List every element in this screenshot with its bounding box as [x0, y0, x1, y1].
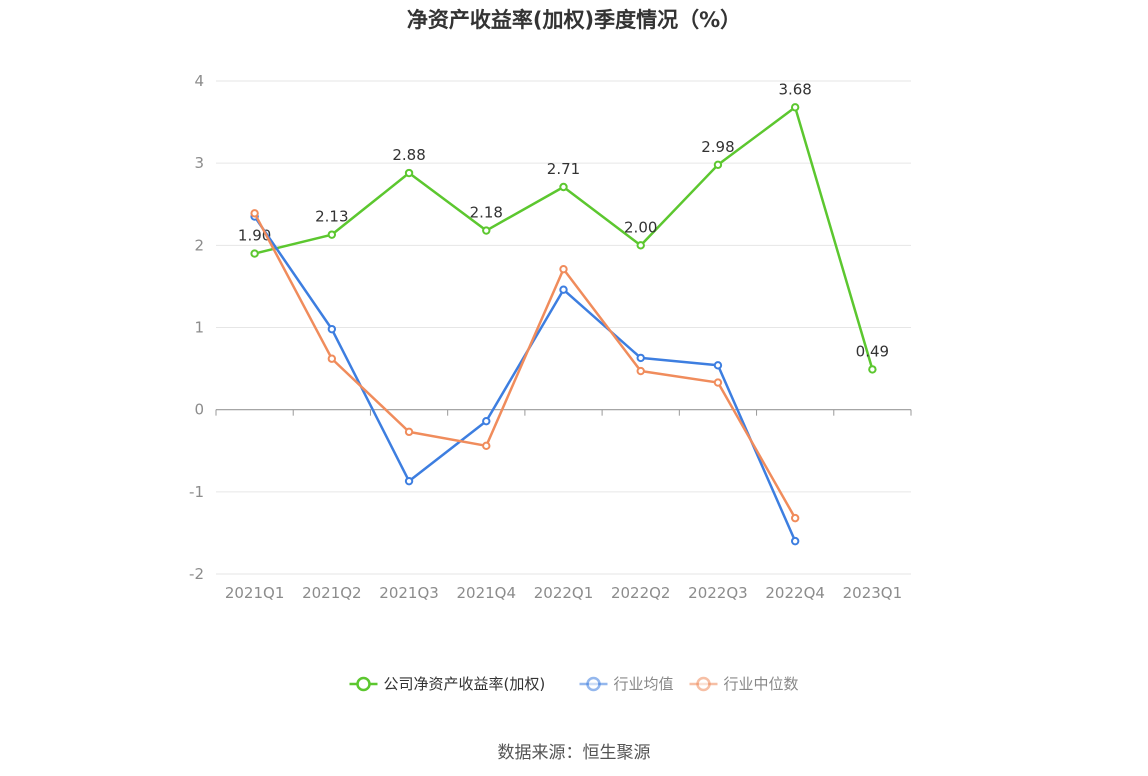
x-tick-label: 2022Q3	[688, 584, 748, 602]
legend-item-label[interactable]: 行业中位数	[724, 675, 799, 693]
data-point[interactable]	[636, 241, 645, 250]
data-label: 2.18	[470, 204, 503, 222]
x-tick-label: 2021Q2	[302, 584, 362, 602]
x-tick-label: 2022Q2	[611, 584, 671, 602]
data-point[interactable]	[636, 353, 645, 363]
data-point[interactable]	[790, 103, 800, 112]
data-point[interactable]	[713, 361, 723, 370]
series-line-1	[254, 106, 874, 370]
data-point[interactable]	[636, 366, 645, 376]
legend-swatch-marker[interactable]	[696, 676, 711, 692]
data-source: 数据来源：恒生聚源	[497, 743, 651, 763]
data-point[interactable]	[404, 427, 414, 437]
data-label: 2.71	[547, 160, 580, 178]
data-point[interactable]	[327, 324, 337, 334]
legend-swatch-marker[interactable]	[356, 676, 371, 692]
y-tick-label: 0	[194, 401, 204, 419]
x-tick-label: 2021Q1	[225, 584, 285, 602]
y-tick-label: -2	[189, 565, 204, 583]
data-point[interactable]	[250, 209, 259, 218]
data-label: 2.98	[701, 138, 734, 156]
y-tick-label: 3	[194, 154, 204, 172]
y-tick-label: 2	[194, 236, 204, 254]
data-label: 2.88	[392, 146, 425, 164]
y-tick-label: 1	[194, 319, 204, 337]
data-point[interactable]	[713, 160, 723, 170]
series-line-3	[253, 212, 797, 519]
data-point[interactable]	[482, 226, 491, 235]
data-point[interactable]	[482, 441, 491, 451]
data-label: 3.68	[778, 80, 811, 98]
data-label: 0.49	[856, 342, 889, 360]
data-point[interactable]	[559, 182, 568, 192]
data-point[interactable]	[404, 168, 414, 178]
legend-item-label[interactable]: 公司净资产收益率(加权)	[384, 675, 546, 693]
y-tick-label: -1	[189, 483, 204, 501]
data-point[interactable]	[790, 513, 800, 523]
data-point[interactable]	[250, 249, 259, 258]
data-point[interactable]	[559, 285, 568, 294]
data-point[interactable]	[559, 264, 568, 274]
data-label: 2.00	[624, 218, 657, 236]
data-point[interactable]	[327, 354, 337, 363]
data-point[interactable]	[868, 365, 877, 374]
data-point[interactable]	[790, 536, 800, 546]
legend-item-label[interactable]: 行业均值	[614, 675, 674, 693]
data-point[interactable]	[713, 378, 723, 387]
legend-swatch-marker[interactable]	[586, 676, 601, 692]
x-tick-label: 2022Q4	[765, 584, 825, 602]
series-line-2	[253, 215, 797, 542]
x-tick-label: 2023Q1	[843, 584, 903, 602]
y-tick-label: 4	[194, 72, 204, 90]
data-label: 2.13	[315, 208, 348, 226]
x-tick-label: 2022Q1	[534, 584, 594, 602]
data-point[interactable]	[404, 476, 414, 486]
x-tick-label: 2021Q4	[457, 584, 517, 602]
data-point[interactable]	[482, 416, 491, 426]
data-point[interactable]	[327, 230, 337, 239]
x-tick-label: 2021Q3	[379, 584, 439, 602]
chart-title: 净资产收益率(加权)季度情况（%）	[406, 8, 742, 32]
